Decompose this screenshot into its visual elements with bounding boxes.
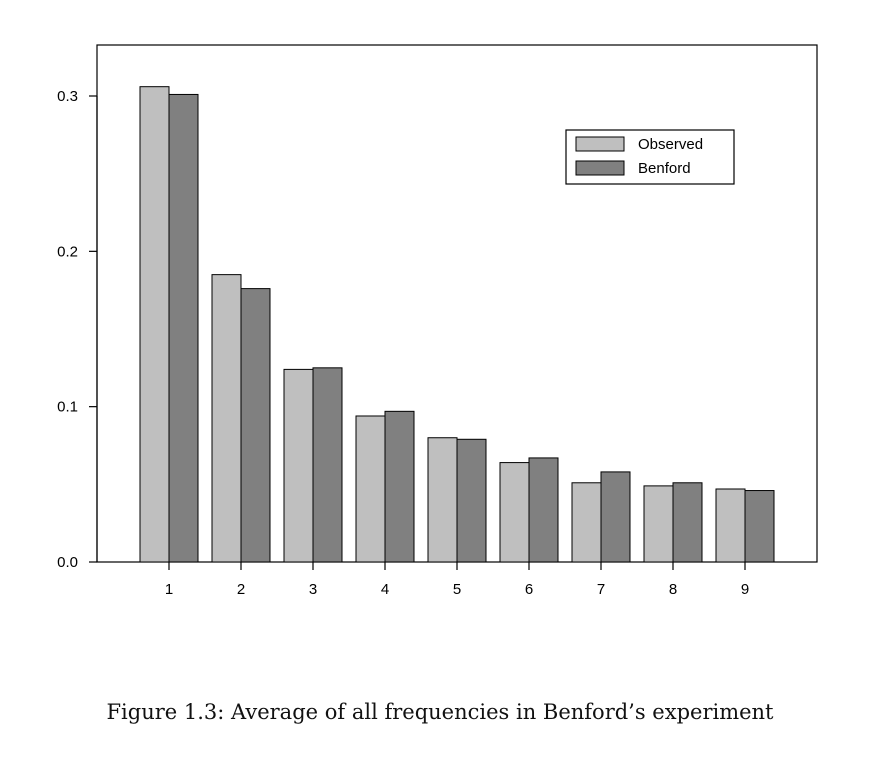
legend-swatch-observed <box>575 136 625 152</box>
legend: Observed Benford <box>565 129 735 185</box>
bar-benford-6 <box>528 457 559 563</box>
bar-observed-5 <box>427 437 458 563</box>
x-tick-label: 5 <box>453 581 461 598</box>
bar-observed-7 <box>571 482 602 563</box>
y-tick-label: 0.1 <box>57 399 78 416</box>
x-axis: 1 2 3 4 5 6 7 8 9 <box>165 562 749 598</box>
x-tick-label: 6 <box>525 581 533 598</box>
x-tick-label: 7 <box>597 581 605 598</box>
legend-swatch-benford <box>575 160 625 176</box>
bar-benford-7 <box>600 471 631 563</box>
bar-observed-4 <box>355 415 386 563</box>
bar-benford-1 <box>168 93 199 563</box>
x-tick-label: 3 <box>309 581 317 598</box>
figure-caption: Figure 1.3: Average of all frequencies i… <box>106 700 774 724</box>
bar-observed-8 <box>643 485 674 563</box>
bar-benford-5 <box>456 438 487 563</box>
x-tick-label: 9 <box>741 581 749 598</box>
x-tick-label: 8 <box>669 581 677 598</box>
bar-benford-4 <box>384 410 415 563</box>
bar-observed-6 <box>499 462 530 563</box>
y-tick-label: 0.2 <box>57 243 78 260</box>
bar-benford-8 <box>672 482 703 563</box>
legend-label-benford: Benford <box>638 160 691 177</box>
bar-benford-3 <box>312 367 343 563</box>
bar-observed-2 <box>211 274 242 563</box>
x-tick-label: 1 <box>165 581 173 598</box>
bar-observed-3 <box>283 368 314 563</box>
y-tick-label: 0.3 <box>57 88 78 105</box>
x-tick-label: 4 <box>381 581 389 598</box>
bar-benford-2 <box>240 288 271 563</box>
y-axis: 0.0 0.1 0.2 0.3 <box>57 88 97 571</box>
x-tick-label: 2 <box>237 581 245 598</box>
bar-observed-1 <box>139 86 170 563</box>
bars <box>139 86 775 563</box>
legend-label-observed: Observed <box>638 136 703 153</box>
bar-benford-9 <box>744 490 775 563</box>
bar-chart: 0.0 0.1 0.2 0.3 1 2 3 4 5 6 7 8 9 Observed Benford <box>57 44 818 598</box>
bar-observed-9 <box>715 488 746 563</box>
y-tick-label: 0.0 <box>57 554 78 571</box>
